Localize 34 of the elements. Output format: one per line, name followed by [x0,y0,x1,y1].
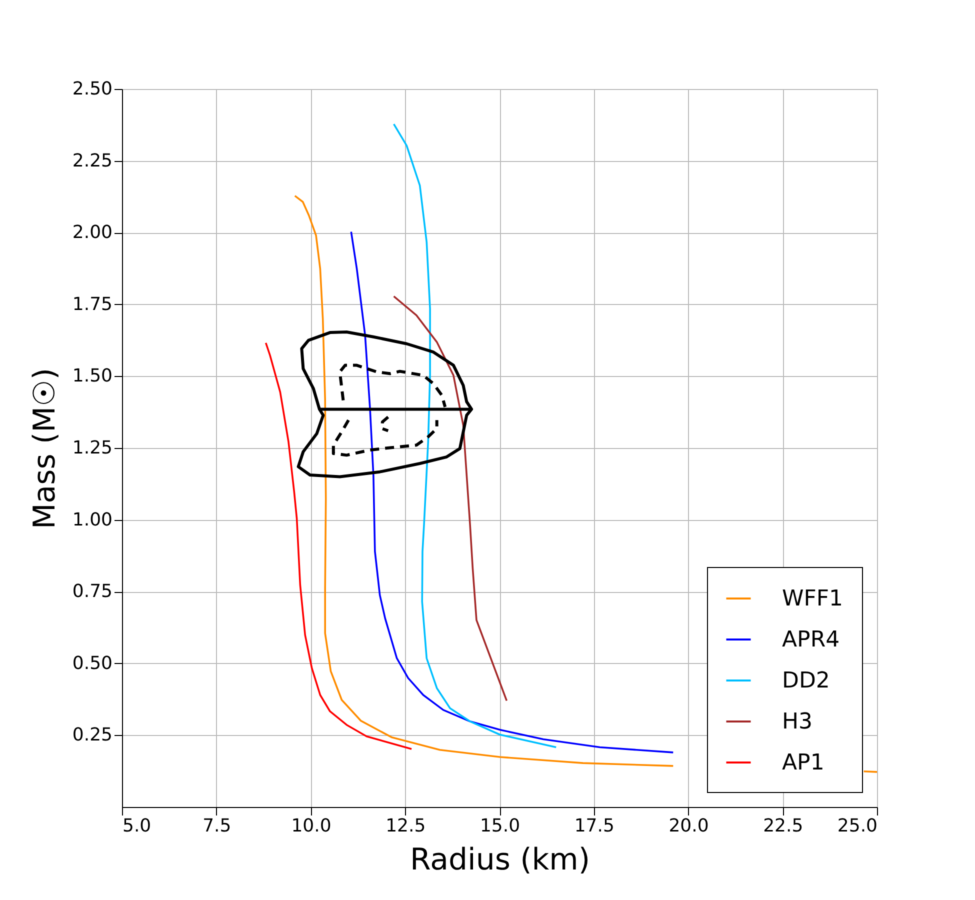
x-tick-label: 25.0 [837,816,878,836]
line-series [296,330,474,478]
x-axis-title: Radius (km) [410,842,590,878]
y-tick-label: 1.25 [72,438,112,458]
legend-label: H3 [782,710,813,734]
line-series [380,415,390,432]
y-axis-title: Mass (M☉) [27,368,62,530]
legend-label: DD2 [782,668,830,694]
legend-label: WFF1 [782,586,844,612]
x-tick-label: 15.0 [480,816,520,836]
x-tick-label: 10.0 [291,816,332,836]
y-tick-label: 2.25 [72,150,112,172]
line-series [332,418,438,457]
line-series [350,230,674,754]
y-tick-label: 2.00 [72,222,112,244]
line-series [338,364,447,408]
y-tick-label: 2.50 [72,78,112,100]
x-tick-label: 7.5 [202,816,232,836]
legend-label: AP1 [782,750,824,776]
line-series [392,123,558,748]
x-tick-label: 22.5 [763,816,804,836]
x-tick-label: 5.0 [122,816,152,836]
y-tick-label: 0.75 [72,581,112,602]
y-tick-label: 1.75 [72,294,112,315]
y-tick-label: 0.25 [72,724,112,746]
line-series [392,295,508,702]
x-tick-label: 12.5 [386,816,426,836]
line-series [264,342,412,750]
x-tick-label: 20.0 [668,816,709,836]
x-tick-label: 17.5 [574,816,614,836]
y-tick-label: 1.50 [72,366,112,387]
legend-label: APR4 [782,628,840,652]
y-tick-label: 1.00 [72,509,112,530]
y-tick-label: 0.50 [72,652,112,674]
